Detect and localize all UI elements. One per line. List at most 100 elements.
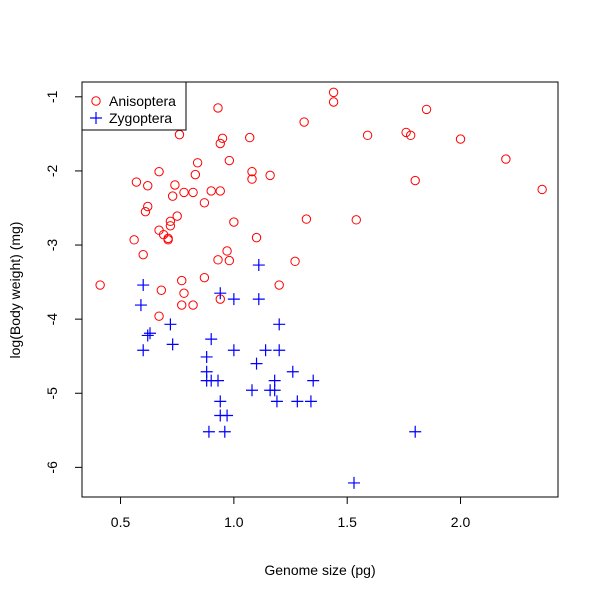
anisoptera-point xyxy=(179,288,189,298)
zygoptera-point xyxy=(246,384,258,397)
zygoptera-point xyxy=(270,395,283,408)
legend-label-zygoptera: Zygoptera xyxy=(109,110,172,126)
anisoptera-point xyxy=(154,311,164,321)
anisoptera-point xyxy=(143,201,153,212)
anisoptera-point xyxy=(405,130,416,141)
anisoptera-point xyxy=(140,206,151,217)
anisoptera-point xyxy=(154,225,164,235)
anisoptera-point xyxy=(165,221,176,231)
series-anisoptera xyxy=(95,87,547,321)
zygoptera-point xyxy=(273,344,286,357)
anisoptera-point xyxy=(362,130,373,141)
anisoptera-point xyxy=(188,300,198,310)
zygoptera-point xyxy=(252,259,265,272)
y-tick-label: -5 xyxy=(44,387,60,400)
anisoptera-point xyxy=(421,104,432,115)
zygoptera-point xyxy=(212,374,224,387)
anisoptera-point xyxy=(328,97,339,107)
anisoptera-point xyxy=(501,154,511,164)
legend-marker-zygoptera xyxy=(90,112,102,124)
anisoptera-point xyxy=(455,134,466,144)
anisoptera-point xyxy=(351,215,361,225)
anisoptera-point xyxy=(177,300,187,310)
y-axis-label: log(Body weight) (mg) xyxy=(7,222,23,359)
anisoptera-point xyxy=(156,285,167,295)
anisoptera-point xyxy=(215,186,225,196)
zygoptera-point xyxy=(259,344,272,357)
anisoptera-point xyxy=(143,181,153,191)
anisoptera-point xyxy=(131,177,142,187)
zygoptera-point xyxy=(218,425,231,438)
zygoptera-point xyxy=(273,318,286,331)
y-tick-label: -4 xyxy=(44,313,60,326)
anisoptera-point xyxy=(129,235,139,245)
anisoptera-point xyxy=(328,87,339,98)
anisoptera-point xyxy=(217,133,228,144)
anisoptera-point xyxy=(174,129,185,140)
legend-box xyxy=(81,81,187,131)
anisoptera-point xyxy=(154,166,164,177)
zygoptera-point xyxy=(252,293,265,306)
anisoptera-point xyxy=(274,280,284,290)
y-tick-label: -2 xyxy=(44,164,60,177)
anisoptera-point xyxy=(167,191,178,201)
zygoptera-point xyxy=(227,344,240,357)
zygoptera-point xyxy=(291,395,304,408)
zygoptera-point xyxy=(164,318,177,331)
anisoptera-point xyxy=(163,233,173,244)
anisoptera-point xyxy=(170,180,180,190)
anisoptera-point xyxy=(199,272,210,283)
zygoptera-point xyxy=(227,293,240,306)
anisoptera-point xyxy=(165,216,176,227)
zygoptera-point xyxy=(221,409,234,422)
anisoptera-point xyxy=(213,255,223,265)
x-tick-label: 1.0 xyxy=(224,514,244,530)
anisoptera-point xyxy=(192,158,203,168)
anisoptera-point xyxy=(537,184,547,195)
plot-frame xyxy=(81,81,559,498)
anisoptera-point xyxy=(299,117,309,127)
x-tick-label: 0.5 xyxy=(111,514,131,530)
x-axis-label: Genome size (pg) xyxy=(264,562,375,578)
anisoptera-point xyxy=(199,198,210,208)
zygoptera-point xyxy=(409,425,422,438)
x-tick-label: 2.0 xyxy=(451,514,471,530)
zygoptera-point xyxy=(307,374,320,387)
zygoptera-point xyxy=(137,344,150,357)
zygoptera-point xyxy=(137,279,150,292)
legend-label-anisoptera: Anisoptera xyxy=(109,93,176,109)
anisoptera-point xyxy=(410,175,420,186)
anisoptera-point xyxy=(213,103,223,113)
anisoptera-point xyxy=(190,169,201,180)
zygoptera-point xyxy=(144,327,156,340)
anisoptera-point xyxy=(172,211,182,221)
anisoptera-point xyxy=(222,246,232,256)
y-tick-label: -6 xyxy=(44,461,60,474)
anisoptera-point xyxy=(229,217,239,227)
x-tick-label: 1.5 xyxy=(337,514,357,530)
anisoptera-point xyxy=(301,214,312,224)
x-axis: 0.5 1.0 1.5 2.0 xyxy=(111,496,471,530)
anisoptera-point xyxy=(188,187,198,198)
zygoptera-point xyxy=(134,299,147,312)
anisoptera-point xyxy=(177,275,187,286)
anisoptera-point xyxy=(251,232,262,243)
anisoptera-point xyxy=(138,249,148,260)
zygoptera-point xyxy=(166,338,179,351)
data-points xyxy=(95,87,547,489)
zygoptera-point xyxy=(200,350,213,363)
anisoptera-point xyxy=(265,170,275,181)
zygoptera-point xyxy=(205,333,218,346)
zygoptera-point xyxy=(286,365,299,378)
zygoptera-point xyxy=(202,425,215,438)
y-tick-label: -1 xyxy=(44,90,60,103)
zygoptera-point xyxy=(214,287,227,300)
anisoptera-point xyxy=(95,280,105,290)
anisoptera-point xyxy=(245,132,255,143)
zygoptera-point xyxy=(268,384,281,397)
y-axis: -6 -5 -4 -3 -2 -1 xyxy=(44,90,83,474)
anisoptera-point xyxy=(247,174,257,184)
legend-marker-anisoptera xyxy=(91,96,101,106)
